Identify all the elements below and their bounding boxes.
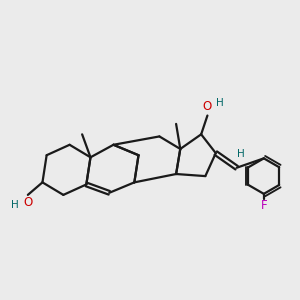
Text: H: H (216, 98, 224, 108)
Text: O: O (203, 100, 212, 113)
Text: F: F (260, 199, 267, 212)
Text: O: O (23, 196, 32, 209)
Text: H: H (11, 200, 19, 210)
Text: H: H (237, 149, 245, 159)
